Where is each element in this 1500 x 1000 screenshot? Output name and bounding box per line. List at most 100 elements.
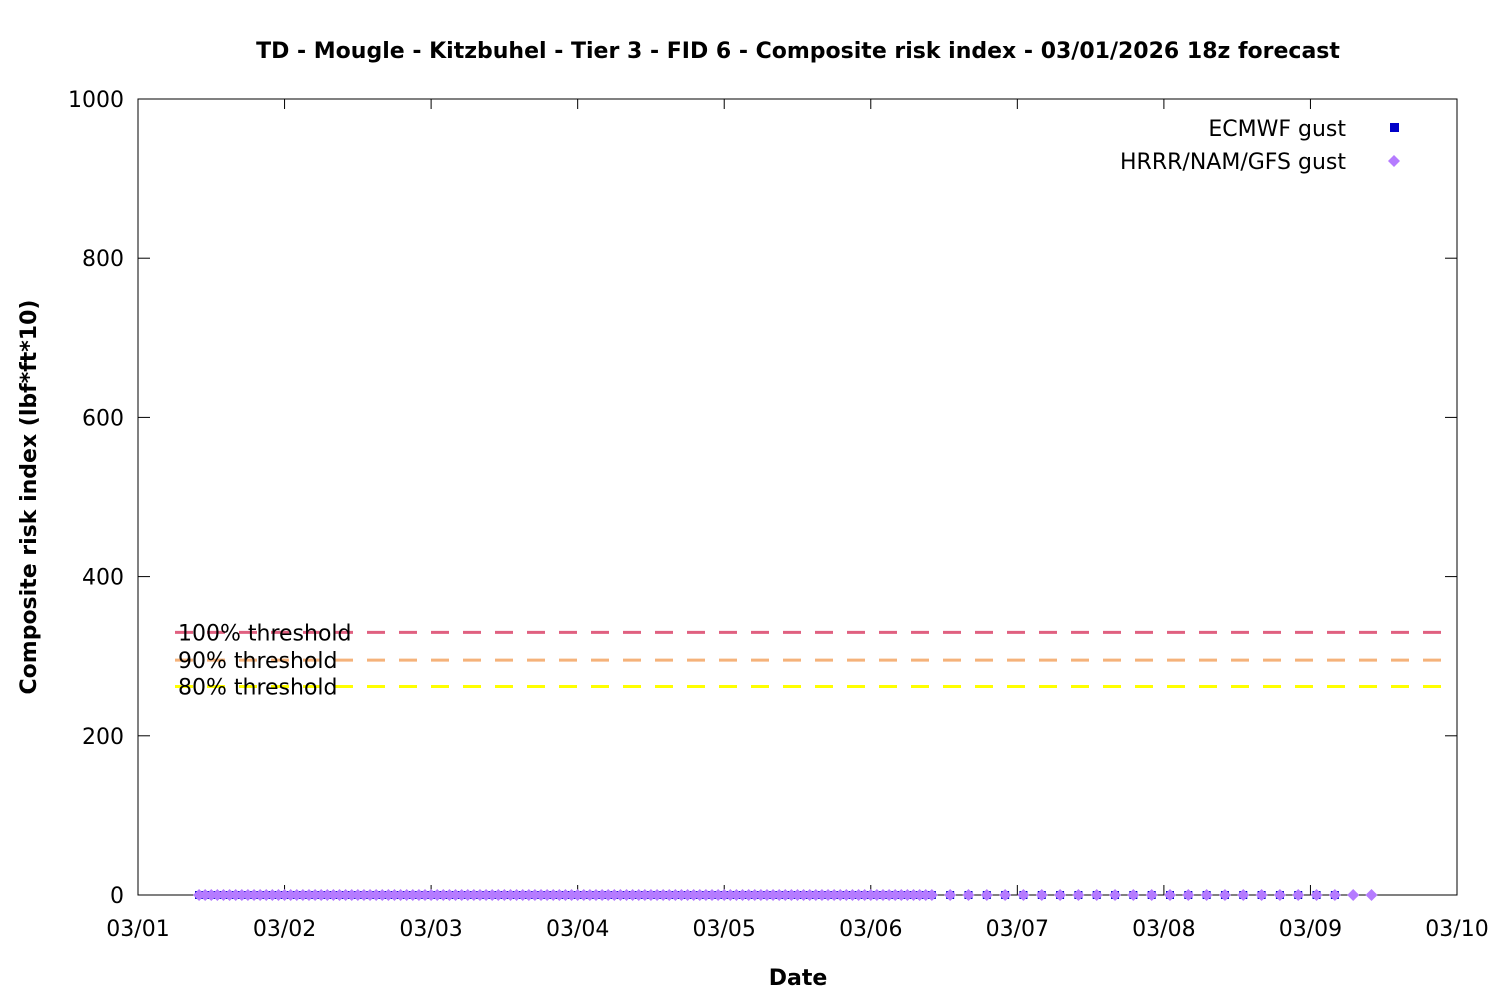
data-point — [480, 889, 493, 901]
data-point — [1237, 889, 1250, 901]
data-point — [840, 889, 853, 901]
x-axis-label: Date — [769, 966, 828, 991]
data-point — [864, 889, 877, 901]
data-point — [699, 889, 712, 901]
data-point — [773, 889, 786, 901]
chart-title: TD - Mougle - Kitzbuhel - Tier 3 - FID 6… — [256, 39, 1340, 64]
data-point — [809, 889, 822, 901]
data-point — [406, 889, 419, 901]
data-point — [596, 889, 609, 901]
data-point — [516, 889, 529, 901]
data-point — [1109, 889, 1122, 901]
data-point — [425, 889, 438, 901]
data-point — [1347, 889, 1360, 901]
legend-label: HRRR/NAM/GFS gust — [1120, 150, 1346, 175]
data-point — [718, 889, 731, 901]
data-point — [382, 889, 395, 901]
x-tick-label: 03/06 — [839, 917, 902, 942]
legend-marker-diamond — [1388, 155, 1400, 167]
data-point — [883, 889, 896, 901]
data-point — [962, 889, 975, 901]
threshold-label: 100% threshold — [178, 621, 352, 646]
x-tick-label: 03/01 — [106, 917, 169, 942]
data-point — [223, 889, 236, 901]
data-point — [193, 889, 206, 901]
data-point — [260, 889, 273, 901]
data-point — [577, 889, 590, 901]
data-point — [522, 889, 535, 901]
data-point — [437, 889, 450, 901]
data-point — [284, 889, 297, 901]
data-point — [1200, 889, 1213, 901]
plot-border — [137, 98, 1458, 896]
data-point — [760, 889, 773, 901]
data-point — [693, 889, 706, 901]
data-point — [687, 889, 700, 901]
data-point — [644, 889, 657, 901]
data-point — [1017, 889, 1030, 901]
x-tick-label: 03/08 — [1132, 917, 1195, 942]
data-point — [730, 889, 743, 901]
data-point — [1255, 889, 1268, 901]
y-tick-label: 1000 — [68, 88, 124, 113]
data-point — [828, 889, 841, 901]
data-point — [535, 889, 548, 901]
data-point — [217, 889, 230, 901]
data-point — [791, 889, 804, 901]
data-point — [211, 889, 224, 901]
data-point — [583, 889, 596, 901]
data-point — [767, 889, 780, 901]
x-tick-label: 03/04 — [546, 917, 609, 942]
data-point — [1273, 889, 1286, 901]
data-point — [565, 889, 578, 901]
data-point — [449, 889, 462, 901]
data-point — [1310, 889, 1323, 901]
data-point — [235, 889, 248, 901]
data-point — [199, 889, 212, 901]
data-point — [876, 889, 889, 901]
data-point — [999, 889, 1012, 901]
data-point — [229, 889, 242, 901]
data-point — [614, 889, 627, 901]
data-point — [889, 889, 902, 901]
data-point — [651, 889, 664, 901]
data-point — [357, 889, 370, 901]
data-point — [455, 889, 468, 901]
data-point — [492, 889, 505, 901]
data-points — [193, 889, 1378, 901]
data-point — [980, 889, 993, 901]
data-point — [315, 889, 328, 901]
data-point — [657, 889, 670, 901]
data-point — [266, 889, 279, 901]
data-point — [296, 889, 309, 901]
data-point — [602, 889, 615, 901]
data-point — [1054, 889, 1067, 901]
data-point — [724, 889, 737, 901]
data-point — [706, 889, 719, 901]
data-point — [675, 889, 688, 901]
data-point — [754, 889, 767, 901]
data-point — [504, 889, 517, 901]
data-point — [467, 889, 480, 901]
data-point — [712, 889, 725, 901]
data-point — [370, 889, 383, 901]
data-point — [461, 889, 474, 901]
data-point — [254, 889, 267, 901]
data-point — [1182, 889, 1195, 901]
data-point — [419, 889, 432, 901]
data-point — [669, 889, 682, 901]
data-point — [321, 889, 334, 901]
data-point — [1145, 889, 1158, 901]
y-axis: 0 200 400 600 800 1000 — [68, 88, 1457, 909]
y-axis-label: Composite risk index (lbf*ft*10) — [17, 300, 42, 695]
data-point — [846, 889, 859, 901]
data-point — [785, 889, 798, 901]
data-point — [272, 889, 285, 901]
y-tick-label: 0 — [110, 884, 124, 909]
data-point — [559, 889, 572, 901]
data-point — [571, 889, 584, 901]
data-point — [431, 889, 444, 901]
data-point — [589, 889, 602, 901]
